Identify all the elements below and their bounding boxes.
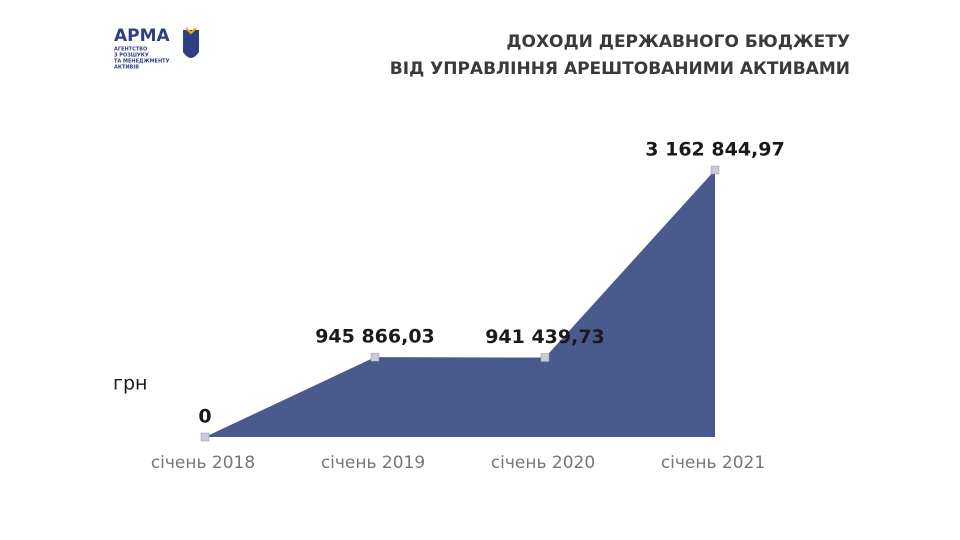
value-label: 3 162 844,97 (645, 139, 784, 161)
marker (200, 432, 210, 442)
x-tick-label: січень 2020 (491, 453, 595, 473)
logo-name: АРМА (114, 26, 171, 46)
marker (710, 165, 720, 175)
logo-shield (183, 30, 199, 58)
logo-text: АКТИВІВ (114, 65, 139, 71)
logo: АРМА (114, 26, 199, 58)
chart-title: ДОХОДИ ДЕРЖАВНОГО БЮДЖЕТУ (506, 32, 850, 52)
logo-text: ТА МЕНЕДЖМЕНТУ (114, 59, 170, 65)
x-tick-label: січень 2019 (321, 453, 425, 473)
x-tick-label: січень 2021 (661, 453, 765, 473)
logo-mark (185, 27, 197, 35)
logo-text: АГЕНТСТВО (114, 47, 147, 53)
logo-text: З РОЗШУКУ (114, 53, 149, 59)
area (205, 170, 715, 437)
y-axis-label: грн (113, 373, 147, 395)
marker (370, 352, 380, 362)
marker (540, 353, 550, 362)
value-label: 945 866,03 (315, 326, 435, 348)
value-label: 0 (198, 406, 211, 428)
x-tick-label: січень 2018 (151, 453, 255, 473)
value-label: 941 439,73 (485, 326, 605, 348)
chart-title: ВІД УПРАВЛІННЯ АРЕШТОВАНИМИ АКТИВАМИ (390, 59, 850, 79)
